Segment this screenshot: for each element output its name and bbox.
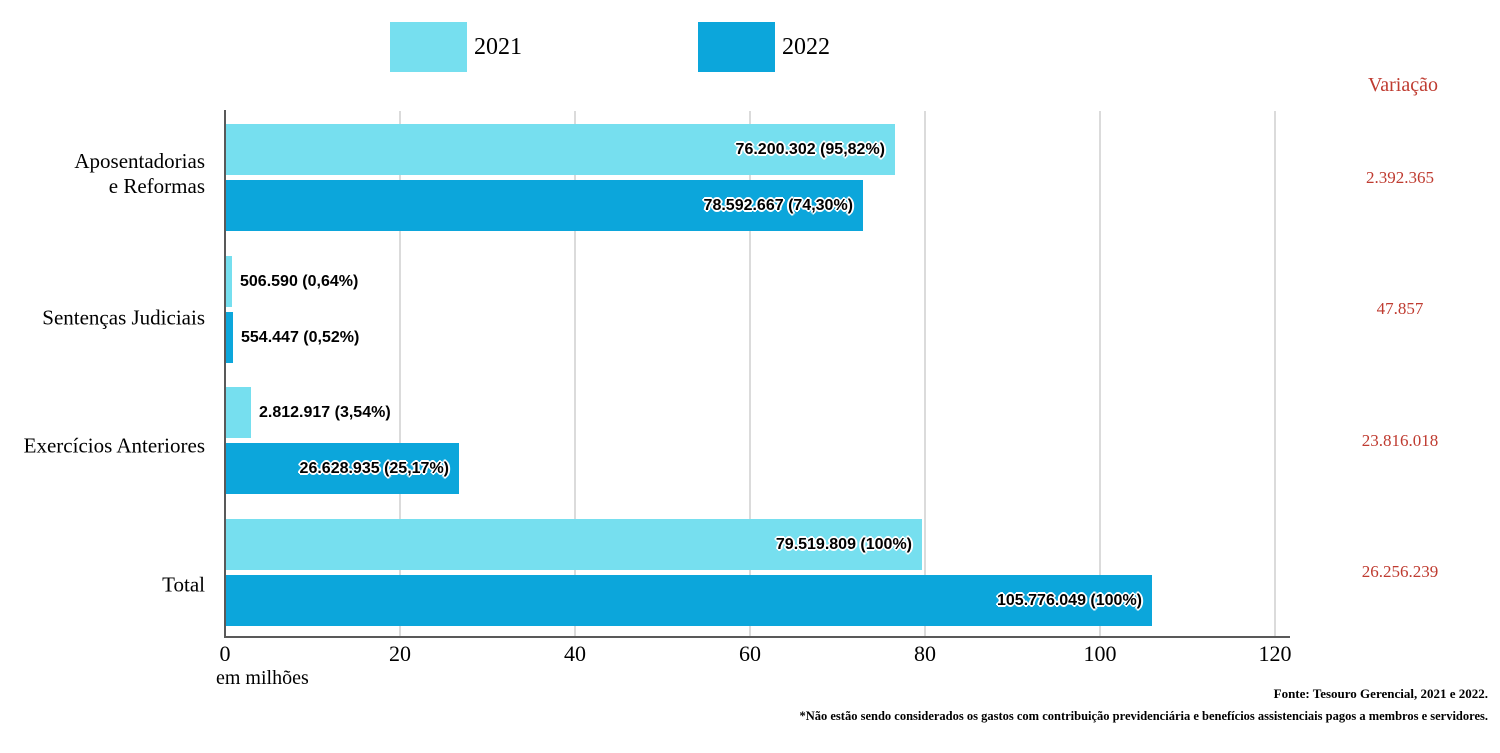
bar-label-2021-2: 2.812.917 (3,54%) [259, 404, 391, 421]
category-label-2: Exercícios Anteriores [23, 433, 205, 458]
gridline [574, 111, 576, 636]
bar-label-2021-1: 506.590 (0,64%) [240, 273, 359, 290]
x-tick-label: 120 [1258, 641, 1292, 666]
y-axis-line [224, 110, 226, 638]
bar-label-2021-3: 79.519.809 (100%) [775, 536, 912, 553]
legend-label-2022: 2022 [782, 34, 830, 60]
category-label-0: Aposentadorias e Reformas [74, 148, 205, 198]
bar-label-2022-1: 554.447 (0,52%) [241, 329, 360, 346]
x-axis-unit-label: em milhões [216, 667, 309, 689]
footer-note: *Não estão sendo considerados os gastos … [799, 709, 1488, 723]
category-label-3: Total [162, 572, 205, 597]
legend-label-2021: 2021 [474, 34, 522, 60]
variation-value-3: 26.256.239 [1361, 562, 1439, 581]
x-axis-line [224, 636, 1290, 638]
x-tick-label: 40 [564, 641, 586, 666]
variation-value-0: 2.392.365 [1366, 167, 1434, 187]
bar-label-2022-3: 105.776.049 (100%) [997, 592, 1142, 609]
bar-2021-0 [226, 124, 895, 175]
bar-2022-1 [226, 312, 233, 363]
x-tick-label: 100 [1083, 641, 1117, 666]
variation-value-1: 47.857 [1376, 299, 1424, 318]
bar-label-2022-0: 78.592.667 (74,30%) [703, 197, 853, 214]
bar-2021-3 [226, 519, 922, 570]
bar-label-2022-2: 26.628.935 (25,17%) [299, 460, 449, 477]
gridline [1099, 111, 1101, 636]
gridline [399, 111, 401, 636]
footer-source: Fonte: Tesouro Gerencial, 2021 e 2022. [1273, 686, 1488, 701]
gridline [1274, 111, 1276, 636]
variation-column-header: Variação [1368, 74, 1438, 96]
x-tick-label: 80 [914, 641, 936, 666]
bar-2022-0 [226, 180, 863, 231]
x-tick-label: 0 [219, 641, 231, 666]
bar-2021-2 [226, 387, 251, 438]
legend-swatch-2021 [390, 22, 467, 72]
bar-2022-3 [226, 575, 1152, 626]
bar-2021-1 [226, 256, 232, 307]
category-label-1: Sentenças Judiciais [42, 305, 205, 330]
x-tick-label: 20 [389, 641, 411, 666]
x-tick-label: 60 [739, 641, 761, 666]
legend-swatch-2022 [698, 22, 775, 72]
gridline [749, 111, 751, 636]
bar-2022-2 [226, 443, 459, 494]
gridline [924, 111, 926, 636]
variation-value-2: 23.816.018 [1361, 430, 1439, 450]
bar-label-2021-0: 76.200.302 (95,82%) [735, 141, 885, 158]
